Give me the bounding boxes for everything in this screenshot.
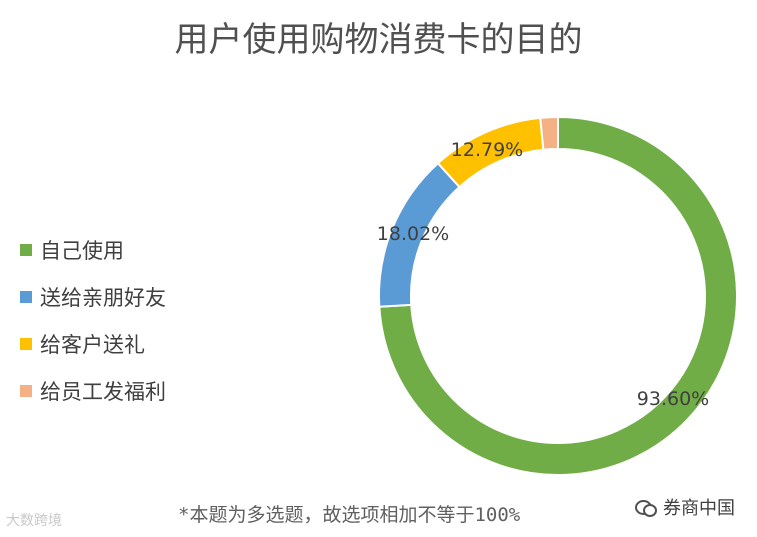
data-label-self-use: 93.60%	[637, 388, 709, 410]
legend-label-gift-friends: 送给亲朋好友	[40, 285, 166, 310]
wechat-icon	[635, 498, 657, 517]
legend-swatch-employee-benefits	[20, 384, 32, 397]
legend-label-gift-clients: 给客户送礼	[40, 332, 145, 357]
legend-item-gift-clients: 给客户送礼	[20, 320, 166, 367]
watermark-left: 大数跨境	[6, 513, 62, 529]
legend-swatch-gift-friends	[20, 290, 32, 303]
legend-label-self-use: 自己使用	[40, 238, 124, 263]
data-label-gift-clients: 12.79%	[451, 139, 523, 161]
watermark-right-label: 券商中国	[663, 498, 735, 519]
legend-item-self-use: 自己使用	[20, 226, 166, 273]
legend-label-employee-benefits: 给员工发福利	[40, 379, 166, 404]
legend-item-employee-benefits: 给员工发福利	[20, 367, 166, 414]
legend-swatch-self-use	[20, 243, 32, 256]
slice-employee-benefits	[539, 115, 559, 151]
footnote: *本题为多选题，故选项相加不等于100%	[178, 504, 521, 526]
watermark-right: 券商中国	[635, 494, 735, 520]
legend: 自己使用 送给亲朋好友 给客户送礼 给员工发福利	[20, 226, 166, 414]
legend-swatch-gift-clients	[20, 337, 32, 350]
chart-title: 用户使用购物消费卡的目的	[174, 20, 583, 60]
legend-item-gift-friends: 送给亲朋好友	[20, 273, 166, 320]
slice-self-use	[378, 115, 738, 476]
data-label-gift-friends: 18.02%	[377, 223, 449, 245]
